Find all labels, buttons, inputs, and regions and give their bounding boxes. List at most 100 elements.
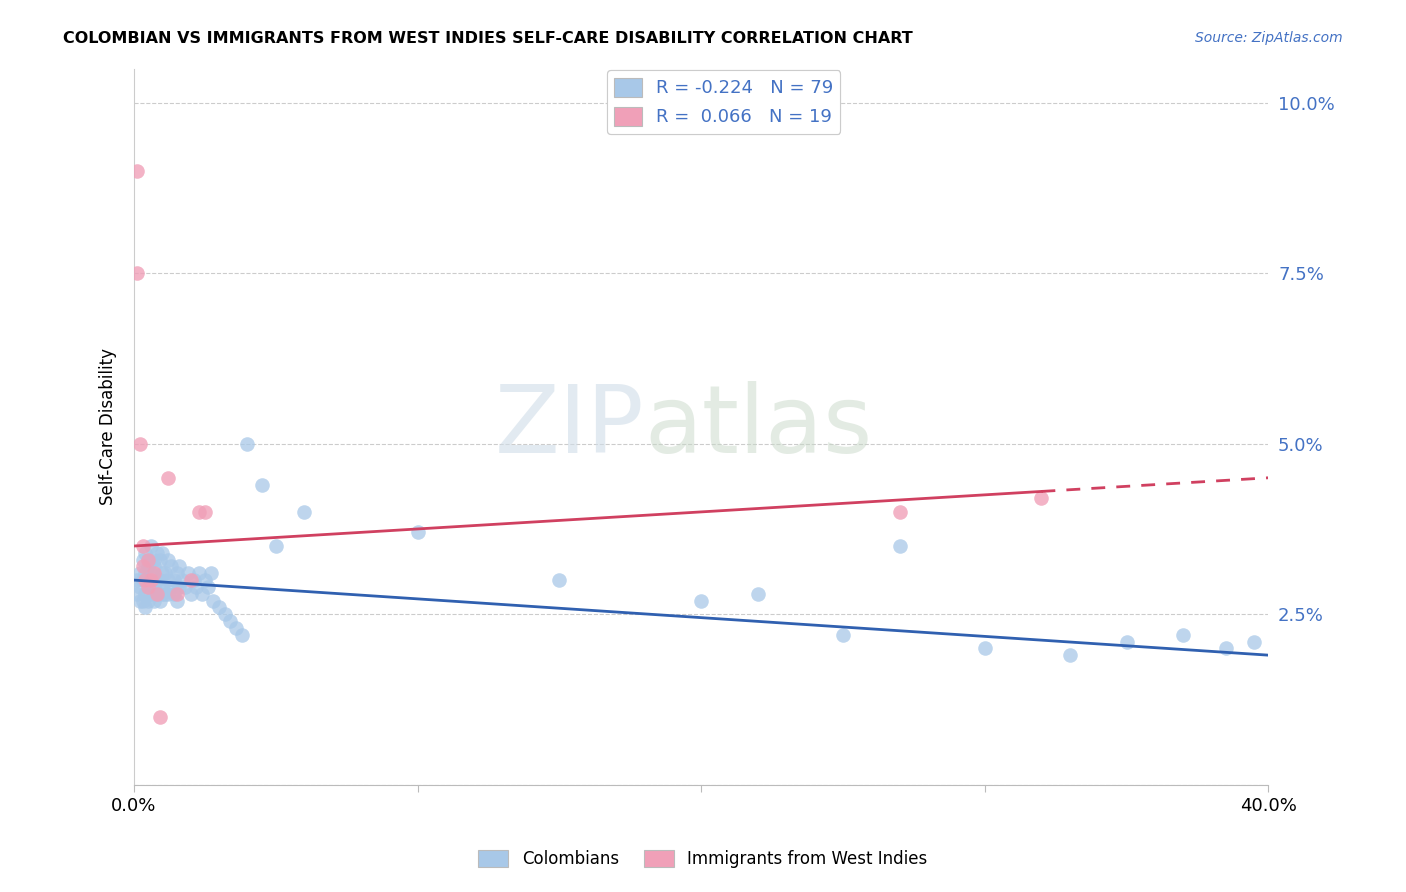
Point [188,505,211,519]
Point [169,580,191,594]
Point [191,587,214,601]
Point [292,505,315,519]
Point [180,573,202,587]
Point [889,505,911,519]
Point [1215,641,1237,656]
Y-axis label: Self-Care Disability: Self-Care Disability [100,348,117,505]
Point [136,573,159,587]
Point [131,539,153,553]
Point [183,573,205,587]
Point [157,573,180,587]
Point [406,525,429,540]
Point [1031,491,1053,506]
Point [202,593,225,607]
Point [973,641,995,656]
Point [194,573,217,587]
Point [250,477,273,491]
Point [142,552,165,566]
Point [131,573,153,587]
Point [136,580,159,594]
Point [219,614,242,628]
Point [139,566,162,581]
Point [200,566,222,581]
Point [128,436,150,450]
Point [134,587,156,601]
Point [150,546,173,560]
Point [186,580,208,594]
Point [889,539,911,553]
Point [157,471,180,485]
Point [166,566,188,581]
Point [157,552,180,566]
Point [166,593,188,607]
Point [128,593,150,607]
Point [131,593,153,607]
Point [142,593,165,607]
Point [747,587,769,601]
Point [145,587,167,601]
Point [128,566,150,581]
Point [1115,634,1137,648]
Point [150,587,173,601]
Point [148,709,170,723]
Point [832,628,855,642]
Point [225,621,247,635]
Point [163,573,186,587]
Point [148,552,170,566]
Point [1059,648,1081,662]
Point [139,539,162,553]
Point [142,580,165,594]
Point [145,573,167,587]
Point [1173,628,1195,642]
Point [236,436,259,450]
Text: atlas: atlas [644,381,873,473]
Point [155,566,177,581]
Point [145,546,167,560]
Point [136,593,159,607]
Text: COLOMBIAN VS IMMIGRANTS FROM WEST INDIES SELF-CARE DISABILITY CORRELATION CHART: COLOMBIAN VS IMMIGRANTS FROM WEST INDIES… [63,31,912,46]
Point [150,580,173,594]
Point [125,587,148,601]
Point [166,587,188,601]
Point [208,600,231,615]
Point [169,559,191,574]
Point [148,593,170,607]
Text: Source: ZipAtlas.com: Source: ZipAtlas.com [1195,31,1343,45]
Point [145,587,167,601]
Point [142,559,165,574]
Point [148,573,170,587]
Point [180,587,202,601]
Point [172,573,194,587]
Point [163,587,186,601]
Point [125,573,148,587]
Point [142,566,165,581]
Point [134,600,156,615]
Text: ZIP: ZIP [495,381,644,473]
Point [188,566,211,581]
Point [125,266,148,280]
Point [134,546,156,560]
Point [231,628,253,642]
Point [174,580,197,594]
Point [197,580,219,594]
Point [194,505,217,519]
Point [214,607,236,622]
Point [136,559,159,574]
Legend: R = -0.224   N = 79, R =  0.066   N = 19: R = -0.224 N = 79, R = 0.066 N = 19 [607,70,841,134]
Point [160,559,183,574]
Point [128,580,150,594]
Point [150,566,173,581]
Point [136,552,159,566]
Point [264,539,287,553]
Point [131,559,153,574]
Point [177,566,200,581]
Legend: Colombians, Immigrants from West Indies: Colombians, Immigrants from West Indies [472,843,934,875]
Point [548,573,571,587]
Point [134,573,156,587]
Point [690,593,713,607]
Point [139,587,162,601]
Point [125,164,148,178]
Point [157,587,180,601]
Point [131,552,153,566]
Point [136,552,159,566]
